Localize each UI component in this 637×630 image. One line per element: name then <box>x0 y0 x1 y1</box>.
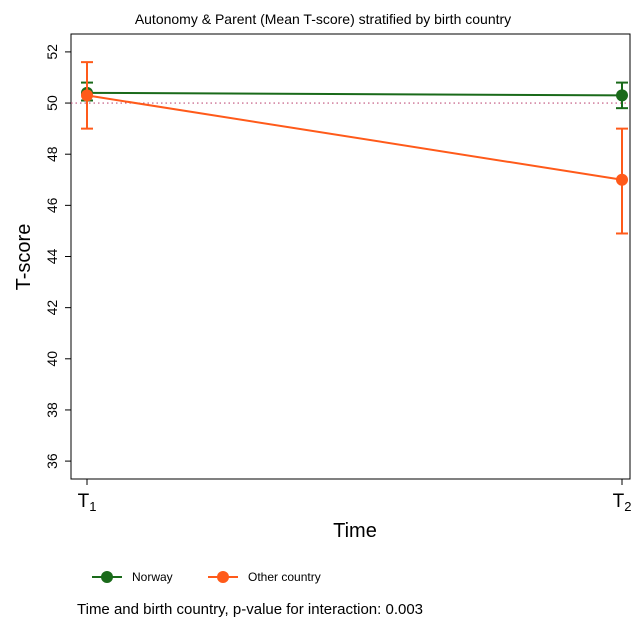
legend: Norway Other country <box>92 570 321 584</box>
legend-label: Other country <box>248 570 321 584</box>
x-tick-label: T2 <box>613 491 632 514</box>
legend-swatch-marker <box>217 571 229 583</box>
legend-item: Other country <box>208 570 321 584</box>
series-line <box>86 91 623 97</box>
y-tick-label: 36 <box>44 453 60 469</box>
y-tick-label: 50 <box>44 95 60 111</box>
data-point <box>616 173 628 186</box>
y-tick-label: 52 <box>44 44 60 60</box>
legend-item: Norway <box>92 570 173 584</box>
legend-label: Norway <box>132 570 173 584</box>
y-tick-label: 48 <box>44 146 60 162</box>
y-tick-label: 46 <box>44 197 60 213</box>
footnote: Time and birth country, p-value for inte… <box>77 601 424 618</box>
y-tick-label: 42 <box>44 300 60 316</box>
x-axis-label: Time <box>333 520 377 542</box>
y-tick-label: 38 <box>44 402 60 418</box>
chart-title: Autonomy & Parent (Mean T-score) stratif… <box>135 11 511 27</box>
plot-frame <box>70 33 631 480</box>
series-line <box>86 94 623 181</box>
series-1 <box>81 61 628 235</box>
chart: Autonomy & Parent (Mean T-score) stratif… <box>13 11 632 584</box>
data-point <box>81 89 93 102</box>
series-0 <box>81 81 628 110</box>
data-point <box>616 89 628 102</box>
y-tick-label: 40 <box>44 351 60 367</box>
y-axis-label: T-score <box>13 224 35 291</box>
x-axis-ticks: T1 T2 <box>78 479 632 514</box>
legend-swatch-marker <box>101 571 113 583</box>
x-tick-label: T1 <box>78 491 97 514</box>
y-axis-ticks: 36 38 40 42 44 46 48 50 52 <box>44 44 71 469</box>
series-layer <box>81 61 628 235</box>
y-tick-label: 44 <box>44 249 60 265</box>
